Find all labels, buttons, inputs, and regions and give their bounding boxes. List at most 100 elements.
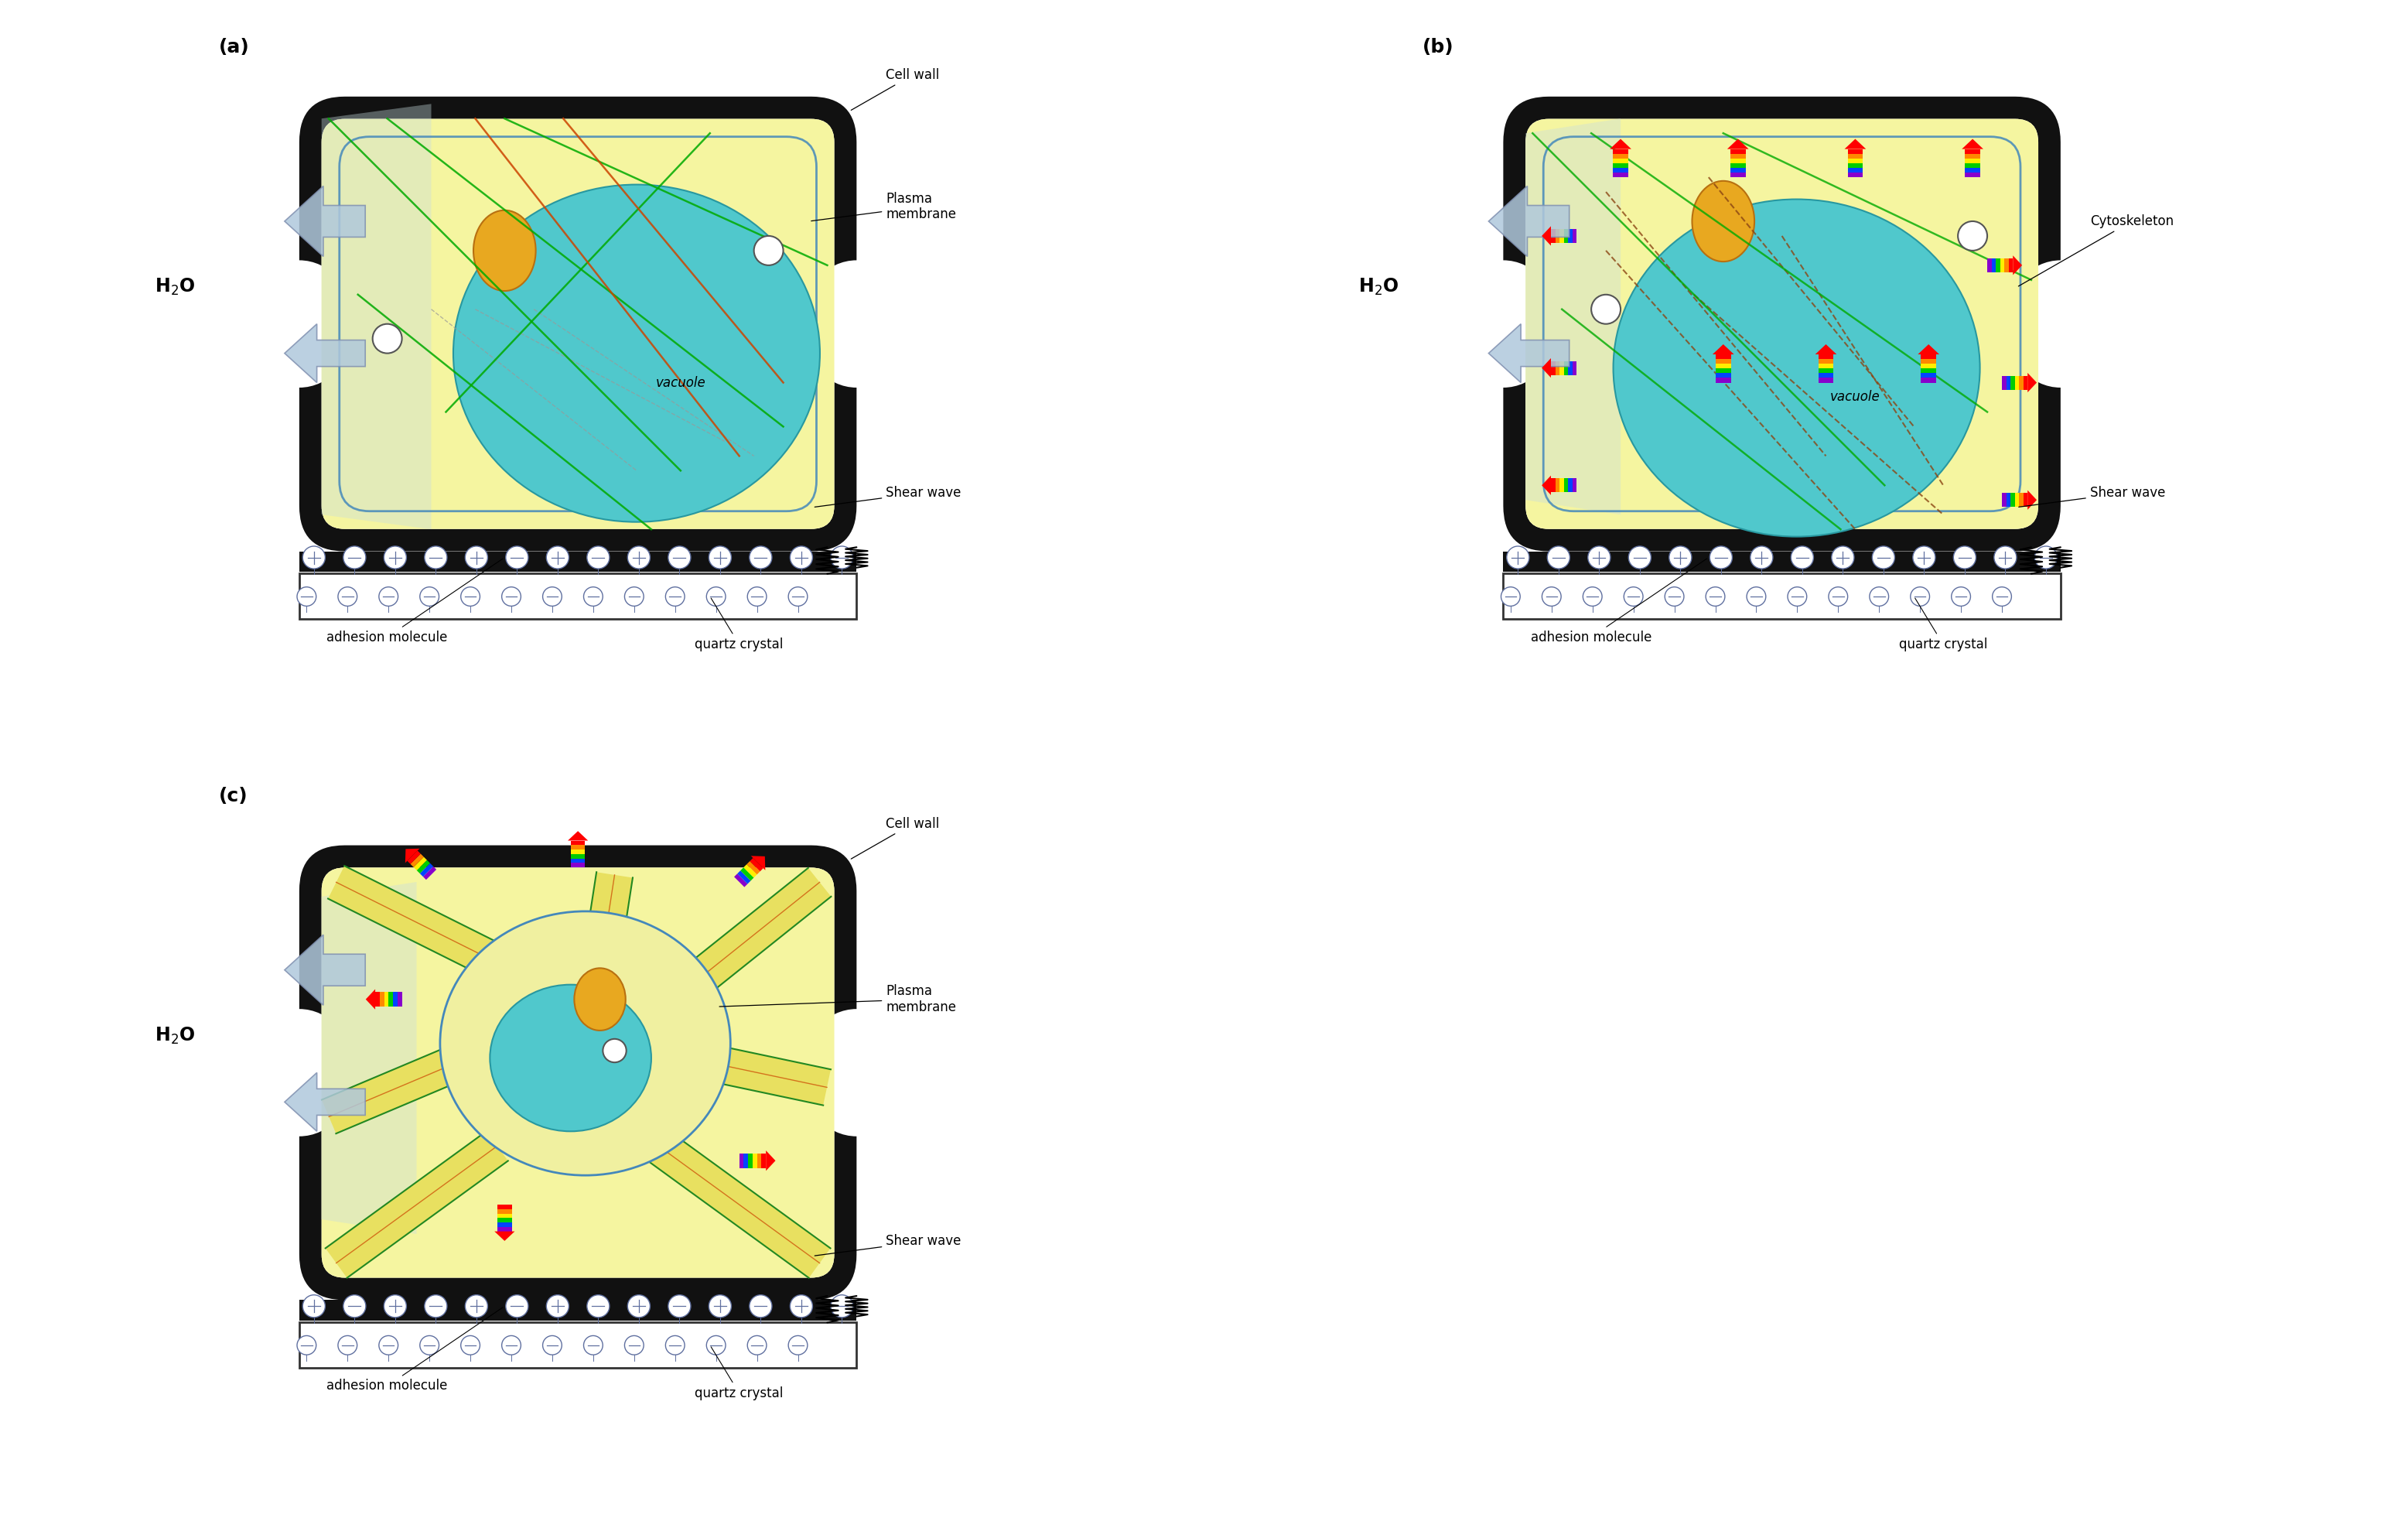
Bar bbox=[388, 992, 393, 1007]
Bar bbox=[1996, 258, 2001, 272]
Ellipse shape bbox=[2006, 260, 2117, 388]
Circle shape bbox=[378, 1335, 397, 1355]
Polygon shape bbox=[1541, 226, 1551, 246]
Polygon shape bbox=[1712, 344, 1734, 354]
Polygon shape bbox=[1488, 324, 1570, 382]
Bar bbox=[1731, 168, 1746, 173]
Circle shape bbox=[296, 1335, 315, 1355]
Polygon shape bbox=[746, 862, 761, 874]
Bar bbox=[739, 1154, 744, 1167]
Bar bbox=[1714, 377, 1731, 382]
Circle shape bbox=[542, 587, 561, 607]
Bar bbox=[2018, 376, 2023, 390]
Circle shape bbox=[296, 587, 315, 607]
Bar bbox=[756, 1154, 761, 1167]
Bar bbox=[1551, 361, 1556, 374]
Polygon shape bbox=[2028, 373, 2037, 393]
Bar bbox=[1818, 359, 1832, 364]
Text: H$_2$O: H$_2$O bbox=[154, 1025, 195, 1047]
Circle shape bbox=[1587, 545, 1611, 568]
Circle shape bbox=[667, 1294, 691, 1317]
Text: H$_2$O: H$_2$O bbox=[154, 277, 195, 298]
Circle shape bbox=[628, 1294, 650, 1317]
Bar bbox=[571, 850, 585, 854]
Bar bbox=[749, 1154, 754, 1167]
Circle shape bbox=[1628, 545, 1652, 568]
Bar bbox=[385, 992, 388, 1007]
Bar bbox=[1714, 354, 1731, 359]
Bar bbox=[1568, 361, 1572, 374]
Circle shape bbox=[2035, 545, 2056, 568]
Ellipse shape bbox=[1693, 180, 1755, 261]
Bar bbox=[1551, 478, 1556, 492]
Bar bbox=[571, 863, 585, 868]
Circle shape bbox=[1991, 587, 2011, 607]
Bar bbox=[1965, 150, 1979, 154]
Bar bbox=[1613, 150, 1628, 154]
Polygon shape bbox=[1611, 139, 1630, 150]
Circle shape bbox=[1869, 587, 1888, 607]
Bar bbox=[1965, 173, 1979, 177]
FancyBboxPatch shape bbox=[323, 868, 833, 1277]
Text: Shear wave: Shear wave bbox=[814, 486, 961, 507]
Circle shape bbox=[506, 1294, 527, 1317]
Circle shape bbox=[754, 235, 783, 266]
Bar bbox=[1818, 368, 1832, 373]
Bar bbox=[498, 1204, 513, 1209]
Polygon shape bbox=[284, 324, 366, 382]
Ellipse shape bbox=[243, 260, 354, 388]
Polygon shape bbox=[323, 882, 417, 1235]
Bar bbox=[2001, 258, 2003, 272]
Circle shape bbox=[1958, 222, 1987, 251]
Bar bbox=[1572, 361, 1577, 374]
Bar bbox=[1922, 359, 1936, 364]
Polygon shape bbox=[414, 857, 426, 871]
Circle shape bbox=[547, 1294, 568, 1317]
Text: (a): (a) bbox=[219, 38, 250, 57]
Text: (b): (b) bbox=[1423, 38, 1454, 57]
Bar bbox=[1987, 258, 1991, 272]
Circle shape bbox=[624, 587, 643, 607]
Polygon shape bbox=[327, 866, 549, 1001]
Bar bbox=[1613, 173, 1628, 177]
Ellipse shape bbox=[1613, 199, 1979, 536]
Circle shape bbox=[831, 1294, 852, 1317]
Circle shape bbox=[501, 1335, 520, 1355]
Text: adhesion molecule: adhesion molecule bbox=[327, 559, 503, 645]
Circle shape bbox=[1746, 587, 1765, 607]
Polygon shape bbox=[749, 857, 763, 871]
Bar bbox=[299, 552, 857, 571]
Bar bbox=[1613, 154, 1628, 159]
Bar bbox=[1818, 373, 1832, 377]
Circle shape bbox=[337, 587, 356, 607]
Bar bbox=[1965, 154, 1979, 159]
Bar bbox=[1847, 154, 1864, 159]
Circle shape bbox=[344, 545, 366, 568]
Bar bbox=[1613, 168, 1628, 173]
Bar bbox=[1563, 478, 1568, 492]
Circle shape bbox=[583, 587, 602, 607]
Circle shape bbox=[1792, 545, 1813, 568]
Circle shape bbox=[344, 1294, 366, 1317]
Bar bbox=[1965, 163, 1979, 168]
Circle shape bbox=[1500, 587, 1519, 607]
Circle shape bbox=[303, 545, 325, 568]
Polygon shape bbox=[409, 854, 424, 868]
Polygon shape bbox=[2013, 255, 2023, 275]
Circle shape bbox=[708, 545, 732, 568]
Circle shape bbox=[1832, 545, 1854, 568]
Circle shape bbox=[787, 1335, 807, 1355]
Bar bbox=[2011, 376, 2015, 390]
Circle shape bbox=[1623, 587, 1642, 607]
Bar bbox=[1818, 377, 1832, 382]
Bar bbox=[1560, 229, 1563, 243]
Ellipse shape bbox=[1447, 260, 1558, 388]
Text: Plasma
membrane: Plasma membrane bbox=[720, 984, 956, 1015]
Circle shape bbox=[602, 1039, 626, 1062]
Polygon shape bbox=[1963, 139, 1984, 150]
Polygon shape bbox=[744, 865, 756, 877]
FancyBboxPatch shape bbox=[323, 119, 833, 529]
Bar bbox=[1563, 361, 1568, 374]
Circle shape bbox=[588, 545, 609, 568]
Circle shape bbox=[790, 1294, 811, 1317]
